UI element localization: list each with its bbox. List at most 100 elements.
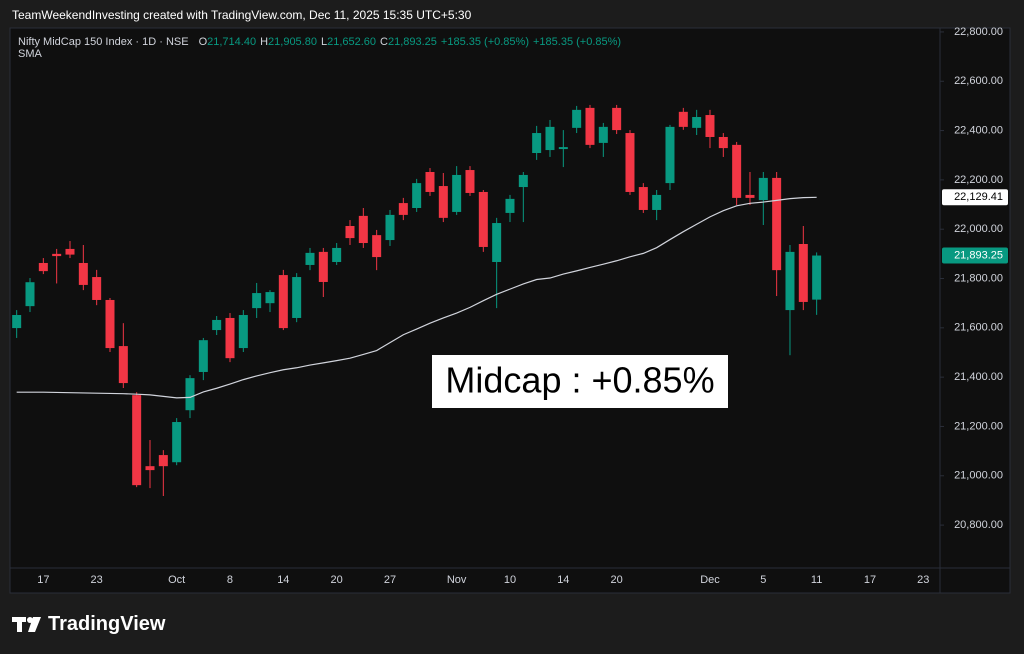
annotation-box: [432, 355, 728, 408]
legend-ohlc: O21,714.40: [199, 36, 257, 48]
candle-body: [772, 177, 782, 271]
candle-body: [198, 340, 208, 372]
candle-body: [412, 183, 422, 208]
x-tick-label: 20: [331, 574, 343, 586]
candle-body: [785, 251, 795, 311]
legend-title: Nifty MidCap 150 Index · 1D · NSE: [18, 36, 189, 48]
candle-body: [92, 277, 102, 300]
candle-body: [372, 235, 382, 258]
candle-body: [545, 126, 555, 151]
candle-body: [598, 126, 608, 143]
candle-body: [465, 170, 475, 193]
legend-key: H: [260, 36, 269, 48]
candle-body: [172, 422, 182, 463]
candle-body: [652, 194, 662, 210]
brand: TradingView: [48, 613, 166, 635]
candle-body: [505, 198, 515, 213]
price-tag: [942, 189, 1008, 206]
candle-body: [585, 107, 595, 145]
candle-body: [678, 111, 688, 127]
candle-body: [745, 194, 755, 198]
candle-body: [52, 253, 62, 257]
candle-body: [558, 147, 568, 150]
candle-body: [145, 466, 155, 471]
x-tick-label: 14: [277, 574, 289, 586]
candle-body: [625, 133, 635, 192]
candle-body: [78, 262, 88, 285]
candle-body: [158, 455, 168, 467]
candle-body: [118, 346, 128, 384]
candle-body: [638, 187, 648, 210]
candle-body: [518, 174, 528, 188]
candle-body: [665, 126, 675, 184]
candle-body: [225, 317, 235, 359]
candle-body: [38, 262, 48, 272]
y-tick-label: 22,800.00: [954, 26, 1003, 38]
legend-row: SMA: [18, 48, 621, 60]
y-tick-label: 21,800.00: [954, 272, 1003, 284]
price-tag-label: 21,893.25: [954, 249, 1003, 261]
price-tag-label: 22,129.41: [954, 191, 1003, 203]
annotation: Midcap : +0.85%: [445, 360, 714, 401]
candle-body: [345, 226, 355, 239]
candle-body: [692, 117, 702, 128]
candle-body: [492, 223, 502, 262]
y-tick-label: 22,600.00: [954, 75, 1003, 87]
y-tick-label: 21,600.00: [954, 322, 1003, 334]
y-tick-label: 22,400.00: [954, 124, 1003, 136]
x-tick-label: 23: [91, 574, 103, 586]
candle-body: [452, 174, 462, 212]
candle-body: [798, 244, 808, 302]
candle-body: [758, 177, 768, 201]
price-tag: [942, 247, 1008, 264]
candle-body: [532, 133, 542, 154]
candle-body: [612, 107, 622, 131]
candle-body: [718, 136, 728, 149]
candle-body: [318, 251, 328, 282]
candle-body: [572, 109, 582, 128]
candle-body: [812, 255, 822, 300]
legend-value: 21,905.80: [268, 36, 317, 48]
candle-body: [332, 247, 342, 262]
candle-body: [705, 115, 715, 137]
candle-body: [478, 191, 488, 247]
y-tick-label: 21,000.00: [954, 470, 1003, 482]
legend-key: C: [380, 36, 388, 48]
chart-frame: [9, 27, 1011, 594]
candle-body: [212, 319, 222, 331]
x-tick-label: 11: [811, 574, 822, 586]
legend-change: +185.35 (+0.85%): [440, 36, 529, 48]
candle-body: [105, 299, 115, 349]
y-tick-label: 20,800.00: [954, 519, 1003, 531]
x-tick-label: 17: [864, 574, 876, 586]
candle-body: [132, 395, 142, 486]
legend-key: L: [320, 36, 328, 48]
x-tick-label: 8: [227, 574, 233, 586]
candle-body: [292, 277, 302, 318]
x-tick-label: 20: [611, 574, 623, 586]
legend-change: +185.35 (+0.85%): [533, 36, 622, 48]
x-tick-label: 17: [37, 574, 49, 586]
legend-ohlc: H21,905.80: [260, 36, 317, 48]
x-tick-label: 27: [384, 574, 396, 586]
legend-row: Nifty MidCap 150 Index · 1D · NSE O21,71…: [18, 36, 621, 48]
legend-value: 21,652.60: [327, 36, 377, 48]
brand-logo: [12, 617, 41, 632]
candle-body: [398, 203, 408, 215]
y-tick-label: 21,400.00: [954, 371, 1003, 383]
header: TeamWeekendInvesting created with Tradin…: [12, 8, 472, 22]
candle-body: [252, 293, 262, 309]
candle-body: [185, 378, 195, 411]
sma-line: [16, 196, 817, 399]
legend-sma: SMA: [18, 48, 42, 60]
candle-body: [25, 282, 35, 307]
y-tick-label: 22,200.00: [954, 174, 1003, 186]
x-tick-label: Dec: [700, 574, 720, 586]
x-tick-label: Nov: [447, 574, 467, 586]
legend: Nifty MidCap 150 Index · 1D · NSE O21,71…: [18, 36, 621, 60]
candle-body: [358, 215, 368, 244]
candle-body: [238, 315, 248, 349]
candle-body: [278, 275, 288, 329]
legend-value: 21,893.25: [387, 36, 437, 48]
